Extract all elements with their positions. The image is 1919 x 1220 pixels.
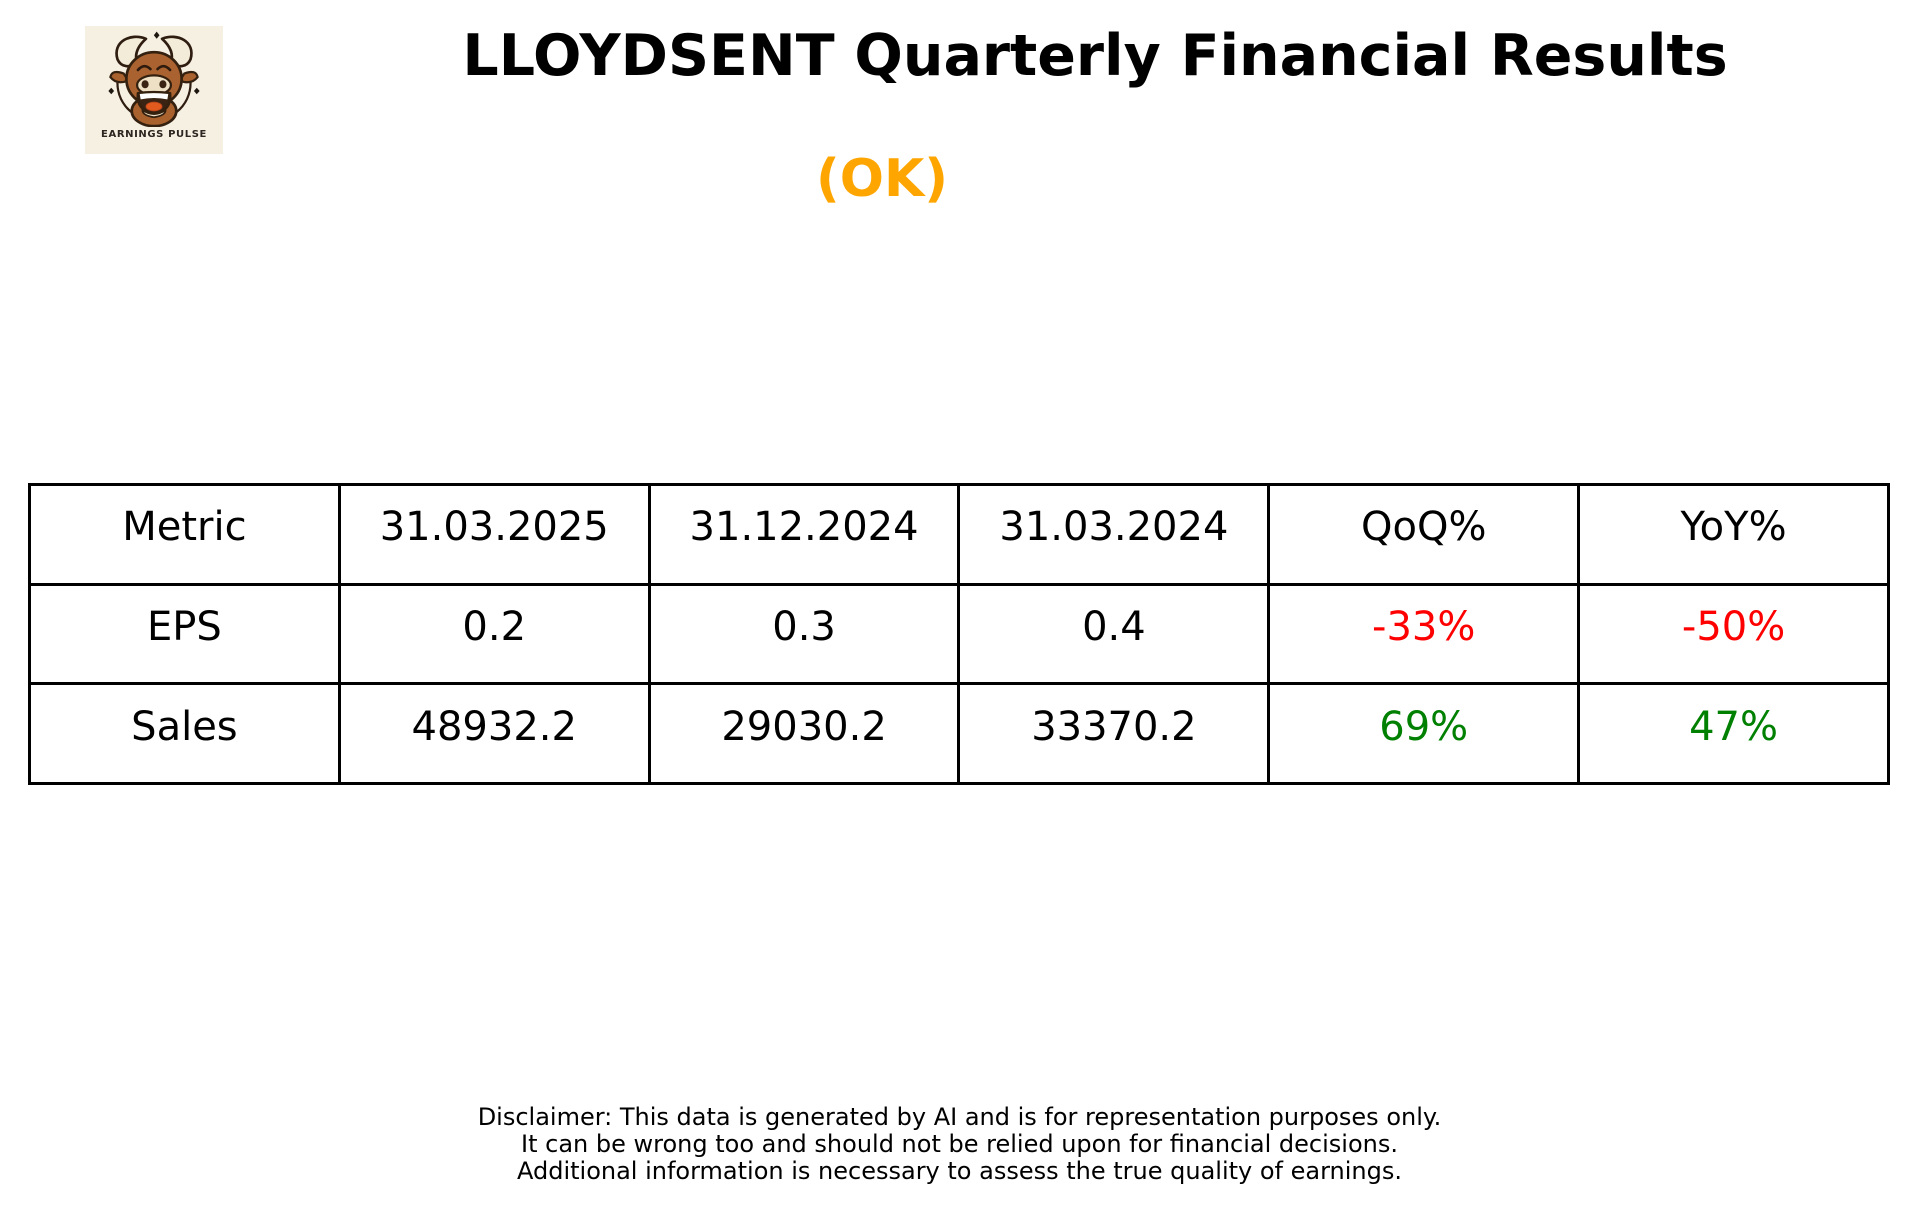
page-title: LLOYDSENT Quarterly Financial Results — [462, 23, 1728, 89]
verdict-subtitle: (OK) — [815, 149, 949, 209]
metric-label: EPS — [28, 582, 341, 686]
column-header-yoy: YoY% — [1577, 483, 1890, 586]
yoy-change-cell: -50% — [1577, 582, 1890, 686]
column-header-q-previous: 31.12.2024 — [647, 483, 961, 586]
qoq-change-cell: 69% — [1267, 682, 1581, 785]
column-header-q-current: 31.03.2025 — [337, 483, 651, 586]
metric-label: Sales — [28, 682, 341, 785]
yoy-change-cell: 47% — [1577, 682, 1890, 785]
table-header-row: Metric 31.03.2025 31.12.2024 31.03.2024 … — [28, 483, 1890, 586]
table-cell: 33370.2 — [957, 682, 1271, 785]
financial-results-table: Metric 31.03.2025 31.12.2024 31.03.2024 … — [28, 483, 1890, 785]
qoq-change-cell: -33% — [1267, 582, 1581, 686]
laughing-bull-icon — [108, 31, 200, 127]
disclaimer-line: It can be wrong too and should not be re… — [521, 1130, 1398, 1158]
table-row-eps: EPS 0.2 0.3 0.4 -33% -50% — [28, 582, 1890, 686]
table-cell: 48932.2 — [337, 682, 651, 785]
disclaimer-text: Disclaimer: This data is generated by AI… — [0, 1104, 1919, 1185]
table-cell: 0.3 — [647, 582, 961, 686]
table-cell: 0.2 — [337, 582, 651, 686]
table-cell: 29030.2 — [647, 682, 961, 785]
logo-brand-text: EARNINGS PULSE — [101, 129, 207, 140]
table-cell: 0.4 — [957, 582, 1271, 686]
disclaimer-line: Additional information is necessary to a… — [516, 1157, 1402, 1185]
column-header-q-yearago: 31.03.2024 — [957, 483, 1271, 586]
column-header-metric: Metric — [28, 483, 341, 586]
earnings-pulse-logo: EARNINGS PULSE — [85, 26, 223, 154]
column-header-qoq: QoQ% — [1267, 483, 1581, 586]
table-row-sales: Sales 48932.2 29030.2 33370.2 69% 47% — [28, 682, 1890, 785]
disclaimer-line: Disclaimer: This data is generated by AI… — [477, 1103, 1442, 1131]
